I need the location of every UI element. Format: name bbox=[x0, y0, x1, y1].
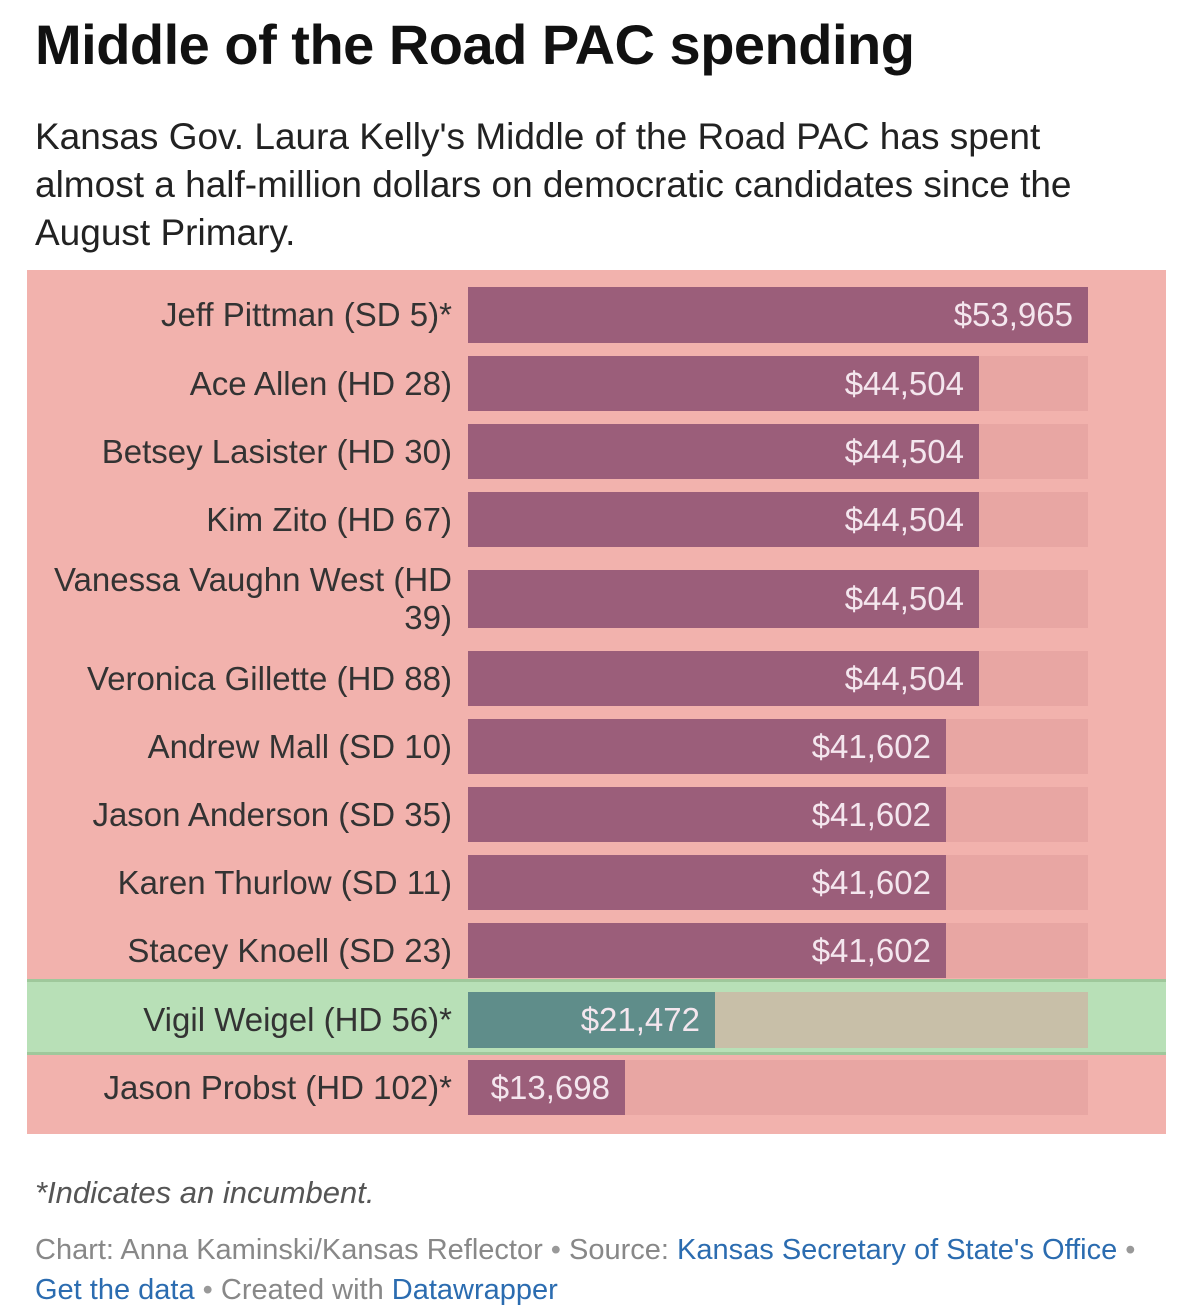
category-label: Jason Probst (HD 102)* bbox=[103, 1068, 452, 1106]
bar bbox=[468, 992, 715, 1048]
category-label: Karen Thurlow (SD 11) bbox=[117, 863, 452, 901]
chart-credits: Chart: Anna Kaminski/Kansas Reflector • … bbox=[35, 1230, 1155, 1310]
bar-track: $53,965 bbox=[468, 287, 1088, 343]
bar bbox=[468, 570, 979, 628]
bar-track: $44,504 bbox=[468, 492, 1088, 547]
bar-value-label: $53,965 bbox=[953, 296, 1073, 333]
bar-value-label: $13,698 bbox=[490, 1068, 610, 1106]
bar bbox=[468, 492, 979, 547]
bar-track: $41,602 bbox=[468, 787, 1088, 842]
category-label: Ace Allen (HD 28) bbox=[189, 364, 452, 402]
bar-track: $41,602 bbox=[468, 719, 1088, 774]
separator: • bbox=[542, 1234, 570, 1266]
category-label: Vanessa Vaughn West (HD 39) bbox=[53, 561, 452, 636]
category-label: Andrew Mall (SD 10) bbox=[147, 727, 452, 765]
bar bbox=[468, 1060, 625, 1115]
bar-value-label: $44,504 bbox=[844, 500, 964, 538]
bar bbox=[468, 855, 946, 910]
category-label: Jason Anderson (SD 35) bbox=[92, 795, 452, 833]
get-data-link[interactable]: Get the data bbox=[35, 1274, 195, 1306]
bar-track: $41,602 bbox=[468, 855, 1088, 910]
category-label: Jeff Pittman (SD 5)* bbox=[161, 296, 452, 333]
chart-author: Chart: Anna Kaminski/Kansas Reflector bbox=[35, 1234, 543, 1266]
bar-value-label: $44,504 bbox=[844, 364, 964, 402]
category-label: Betsey Lasister (HD 30) bbox=[101, 432, 452, 470]
datawrapper-link[interactable]: Datawrapper bbox=[391, 1274, 558, 1306]
source-link[interactable]: Kansas Secretary of State's Office bbox=[677, 1234, 1118, 1266]
category-label: Vigil Weigel (HD 56)* bbox=[143, 1001, 452, 1038]
bar bbox=[468, 356, 979, 411]
separator: • bbox=[194, 1274, 221, 1306]
bar bbox=[468, 787, 946, 842]
bar-track: $44,504 bbox=[468, 651, 1088, 706]
chart-title: Middle of the Road PAC spending bbox=[35, 13, 915, 76]
bar-value-label: $41,602 bbox=[811, 931, 931, 969]
bar-track: $44,504 bbox=[468, 570, 1088, 628]
category-label: Stacey Knoell (SD 23) bbox=[127, 931, 452, 969]
bar bbox=[468, 424, 979, 479]
bar-track: $44,504 bbox=[468, 356, 1088, 411]
category-label: Kim Zito (HD 67) bbox=[206, 500, 452, 538]
bar bbox=[468, 287, 1088, 343]
bar-track: $13,698 bbox=[468, 1060, 1088, 1115]
bar-value-label: $44,504 bbox=[844, 432, 964, 470]
bar-value-label: $41,602 bbox=[811, 863, 931, 901]
source-prefix: Source: bbox=[569, 1234, 678, 1266]
bar-track: $44,504 bbox=[468, 424, 1088, 479]
bar-value-label: $21,472 bbox=[580, 1001, 700, 1038]
bar bbox=[468, 719, 946, 774]
separator: • bbox=[1117, 1234, 1136, 1266]
bar bbox=[468, 923, 946, 978]
bar-value-label: $41,602 bbox=[811, 795, 931, 833]
incumbent-note: *Indicates an incumbent. bbox=[35, 1175, 375, 1210]
bar-track: $41,602 bbox=[468, 923, 1088, 978]
chart-subtitle: Kansas Gov. Laura Kelly's Middle of the … bbox=[35, 116, 1072, 253]
created-prefix: Created with bbox=[220, 1274, 392, 1306]
bar-value-label: $44,504 bbox=[844, 659, 964, 697]
bar-value-label: $41,602 bbox=[811, 727, 931, 765]
bar bbox=[468, 651, 979, 706]
category-label: Veronica Gillette (HD 88) bbox=[87, 659, 452, 697]
bar-value-label: $44,504 bbox=[844, 580, 964, 617]
bar-track: $21,472 bbox=[468, 992, 1088, 1048]
